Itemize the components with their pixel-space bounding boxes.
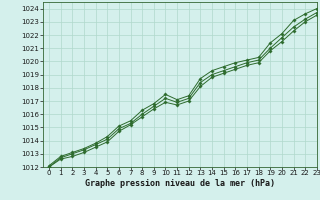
X-axis label: Graphe pression niveau de la mer (hPa): Graphe pression niveau de la mer (hPa) [85,179,275,188]
